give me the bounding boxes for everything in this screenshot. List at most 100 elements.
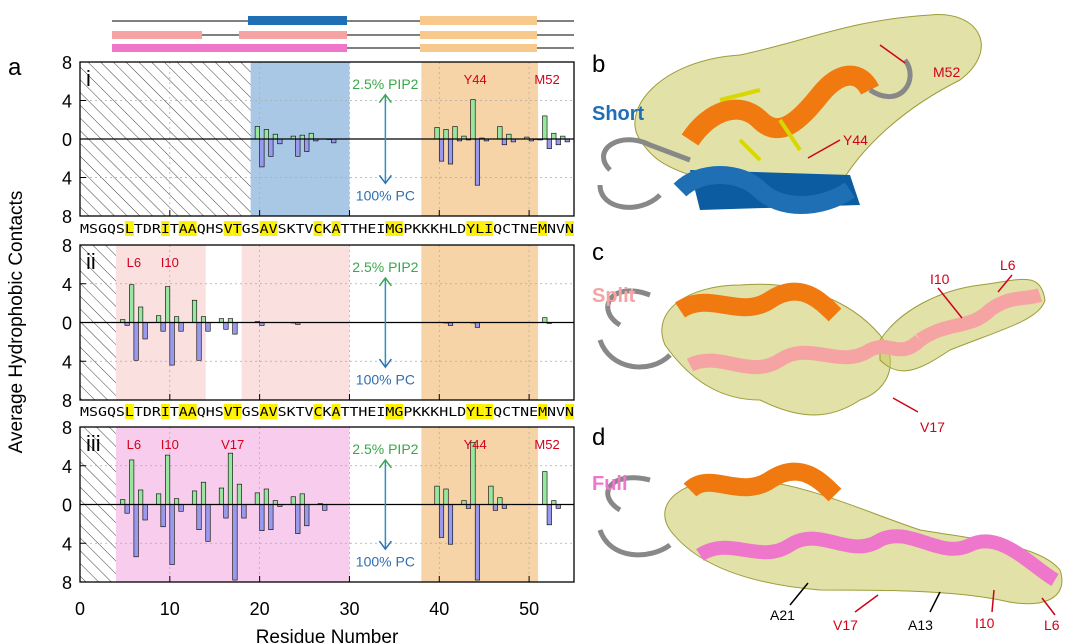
bar-pip2	[497, 126, 503, 140]
sequence-highlight	[475, 221, 485, 236]
x-tick-label: 10	[160, 599, 180, 619]
x-tick-label: 30	[339, 599, 359, 619]
panel-numeral: i	[86, 66, 91, 91]
full-domain-bar	[112, 44, 347, 52]
arrow-up-head	[378, 458, 392, 469]
pip2-annotation: 2.5% PIP2	[352, 441, 418, 457]
panel-numeral: iii	[86, 431, 101, 456]
structure-short	[597, 14, 982, 214]
bar-pc	[133, 322, 139, 361]
bar-pip2	[551, 132, 557, 140]
residue-label-y44-b: Y44	[843, 132, 868, 148]
bar-pc	[196, 322, 202, 361]
residue-label-v17-d: V17	[833, 617, 858, 633]
bar-pc	[241, 504, 247, 519]
sequence-highlight	[223, 221, 233, 236]
bar-pip2	[236, 483, 242, 505]
bar-pc	[322, 504, 328, 511]
orange-domain-bar-3	[420, 44, 537, 52]
sequence-highlight	[394, 221, 404, 236]
bar-pc	[277, 138, 283, 145]
bar-pc	[169, 322, 175, 366]
bar-pc	[178, 322, 184, 332]
sequence-highlight	[232, 404, 242, 419]
bar-pip2	[434, 485, 440, 505]
sequence-highlight	[475, 404, 485, 419]
short-domain-bar	[248, 16, 347, 25]
residue-label-m52-b: M52	[933, 64, 960, 80]
structure-split	[597, 274, 1046, 416]
bar-pc	[223, 322, 229, 330]
structure-label-short: Short	[592, 103, 645, 125]
pc-annotation: 100% PC	[356, 188, 415, 204]
bar-pip2	[263, 488, 269, 505]
residue-label: V17	[221, 437, 244, 452]
bar-pip2	[434, 127, 440, 140]
bar-pc	[142, 504, 148, 521]
sequence-highlight	[313, 221, 323, 236]
structure-label-split: Split	[592, 285, 636, 307]
y-tick-label: 4	[62, 169, 72, 189]
y-tick-label: 4	[62, 352, 72, 372]
bar-pip2	[165, 454, 171, 505]
sequence-highlight	[232, 221, 242, 236]
structure-label-full: Full	[592, 473, 628, 495]
y-tick-label: 0	[62, 496, 72, 516]
bar-pc	[492, 504, 498, 511]
sequence-highlight	[331, 221, 341, 236]
bar-pc	[295, 138, 301, 157]
bar-pip2	[165, 286, 171, 323]
bar-pip2	[129, 284, 135, 323]
bar-pip2	[443, 488, 449, 505]
y-tick-label: 8	[62, 573, 72, 593]
residue-label: Y44	[464, 437, 487, 452]
residue-label: M52	[534, 437, 559, 452]
y-tick-label: 4	[62, 275, 72, 295]
arrow-down-head	[378, 174, 392, 185]
sequence-highlight	[565, 404, 574, 419]
sequence-highlight	[385, 404, 395, 419]
sequence-highlight	[484, 404, 494, 419]
bar-pc	[160, 322, 166, 332]
pc-annotation: 100% PC	[356, 554, 415, 570]
pip2-annotation: 2.5% PIP2	[352, 259, 418, 275]
bar-pc	[223, 504, 229, 519]
bar-pip2	[138, 489, 144, 505]
y-tick-label: 0	[62, 314, 72, 334]
bar-pc	[232, 322, 238, 335]
bar-pip2	[488, 485, 494, 505]
sequence-highlight	[313, 404, 323, 419]
sequence-highlight	[187, 221, 197, 236]
residue-label-l6-c: L6	[1000, 257, 1016, 273]
bar-pip2	[470, 99, 476, 140]
y-tick-label: 4	[62, 457, 72, 477]
bar-pip2	[542, 317, 548, 323]
sequence-highlight	[268, 221, 278, 236]
bar-pip2	[272, 133, 278, 140]
residue-label-v17-c: V17	[920, 419, 945, 435]
residue-label-l6-d: L6	[1044, 617, 1060, 633]
bar-pc	[474, 138, 480, 186]
x-tick-labels: 0 10 20 30 40 50	[75, 599, 539, 619]
residue-label-a21-d: A21	[770, 607, 795, 623]
sequence-highlight	[466, 404, 476, 419]
bar-pip2	[174, 498, 180, 505]
bar-pip2	[218, 487, 225, 505]
sequence-highlight	[178, 404, 188, 419]
residue-label-a13-d: A13	[908, 617, 933, 633]
orange-domain-bar-2	[420, 31, 537, 39]
bar-pip2	[290, 496, 296, 505]
bar-pc	[160, 504, 166, 528]
y-tick-label: 8	[62, 207, 72, 227]
y-tick-label: 0	[62, 130, 72, 150]
pip2-annotation: 2.5% PIP2	[352, 76, 418, 92]
bar-pip2	[191, 299, 198, 323]
bar-pip2	[156, 315, 162, 323]
bar-pip2	[452, 126, 458, 140]
bar-pc	[196, 504, 202, 530]
residue-label-i10-d: I10	[975, 615, 995, 631]
sequence-text: MSGQSLTDRITAAQHSVTGSAVSKTVCKATTHEIMGPKKK…	[80, 404, 574, 419]
y-tick-label: 8	[62, 391, 72, 411]
